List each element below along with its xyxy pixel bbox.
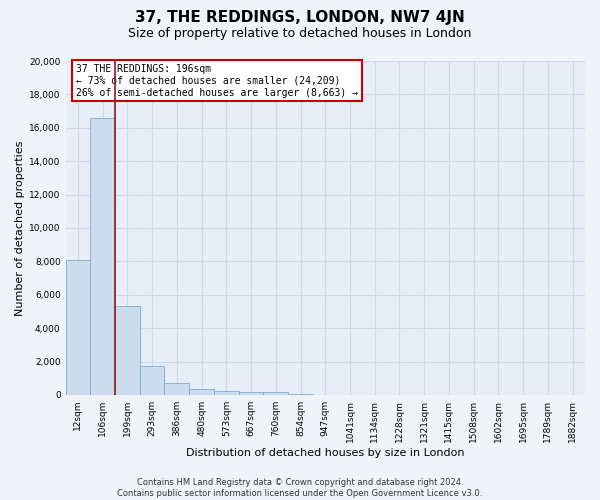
Text: Size of property relative to detached houses in London: Size of property relative to detached ho… (128, 28, 472, 40)
Bar (214, 391, 239, 395)
Y-axis label: Number of detached properties: Number of detached properties (15, 140, 25, 316)
Bar (140, 366, 164, 395)
Bar (65, 260, 90, 395)
Bar (263, 392, 288, 395)
Bar (288, 394, 313, 395)
Bar (164, 384, 189, 395)
Bar (90, 118, 115, 395)
X-axis label: Distribution of detached houses by size in London: Distribution of detached houses by size … (186, 448, 464, 458)
Bar (189, 389, 214, 395)
Text: 37 THE REDDINGS: 196sqm
← 73% of detached houses are smaller (24,209)
26% of sem: 37 THE REDDINGS: 196sqm ← 73% of detache… (76, 64, 358, 98)
Bar (239, 392, 263, 395)
Text: 37, THE REDDINGS, LONDON, NW7 4JN: 37, THE REDDINGS, LONDON, NW7 4JN (135, 10, 465, 25)
Bar (115, 306, 140, 395)
Text: Contains HM Land Registry data © Crown copyright and database right 2024.
Contai: Contains HM Land Registry data © Crown c… (118, 478, 482, 498)
